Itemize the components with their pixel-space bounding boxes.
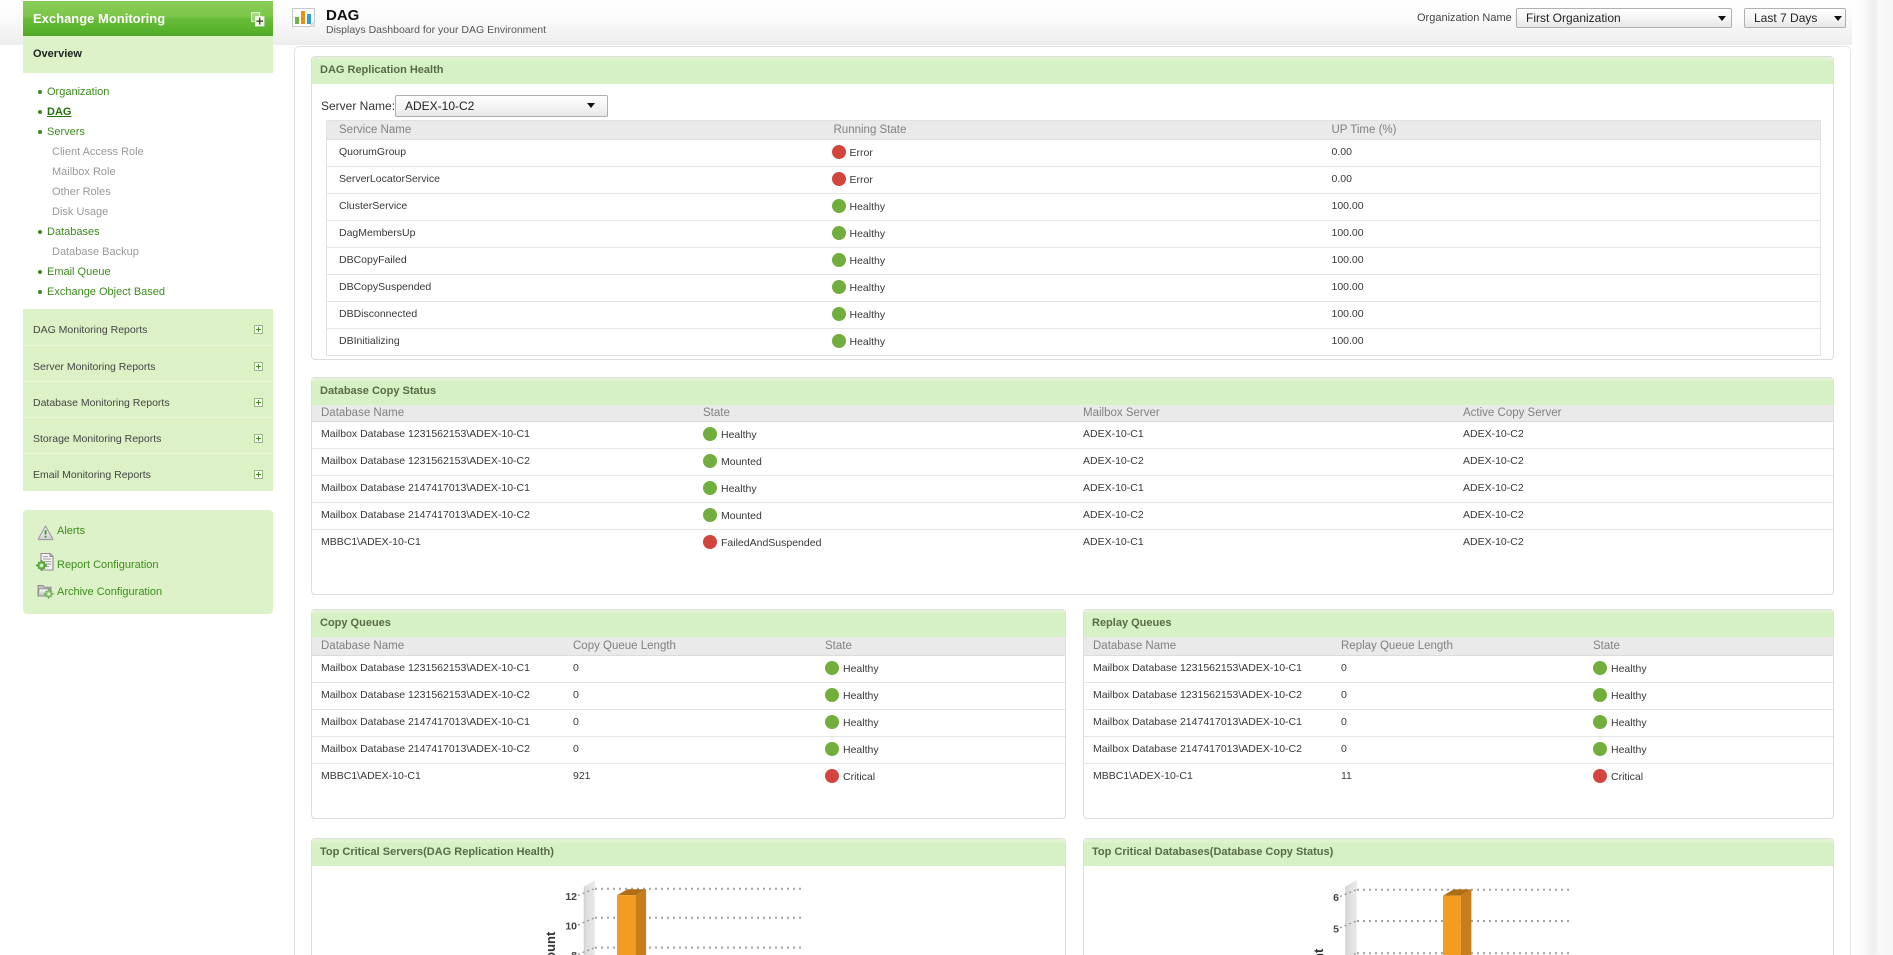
svg-text:Count: Count (543, 931, 558, 955)
svg-text:12: 12 (565, 891, 577, 903)
svg-text:8: 8 (571, 950, 577, 955)
svg-text:5: 5 (1333, 924, 1339, 936)
svg-text:6: 6 (1333, 892, 1339, 904)
svg-text:10: 10 (565, 921, 577, 933)
svg-text:Count: Count (1311, 948, 1326, 955)
